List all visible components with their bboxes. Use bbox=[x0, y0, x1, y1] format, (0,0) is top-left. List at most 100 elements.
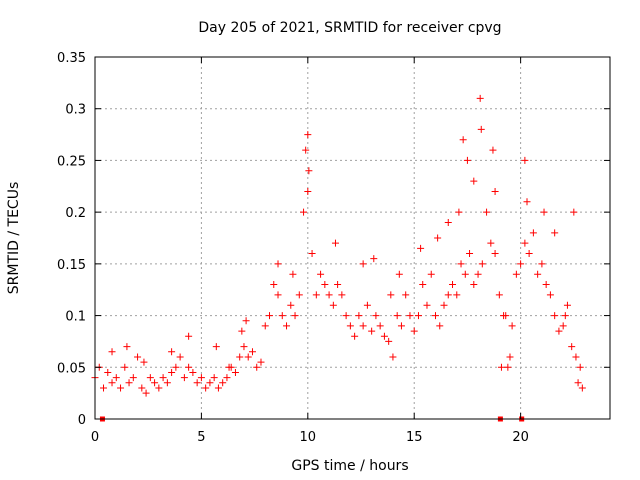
grid bbox=[95, 57, 610, 419]
data-point bbox=[159, 374, 167, 382]
data-point bbox=[434, 234, 442, 242]
data-point bbox=[302, 146, 310, 154]
data-point bbox=[395, 270, 403, 278]
y-tick-label: 0.05 bbox=[57, 361, 86, 376]
data-point bbox=[376, 322, 384, 330]
data-point bbox=[134, 353, 142, 361]
data-point bbox=[397, 322, 405, 330]
data-point bbox=[329, 301, 337, 309]
data-point bbox=[185, 363, 193, 371]
y-tick-label: 0 bbox=[78, 413, 86, 428]
data-point bbox=[138, 384, 146, 392]
data-point bbox=[193, 379, 201, 387]
data-point bbox=[551, 229, 559, 237]
data-point bbox=[291, 312, 299, 320]
data-point bbox=[355, 312, 363, 320]
data-point bbox=[470, 281, 478, 289]
data-point bbox=[427, 270, 435, 278]
data-point bbox=[489, 146, 497, 154]
data-point bbox=[491, 187, 499, 195]
data-point bbox=[300, 208, 308, 216]
y-tick-label: 0.35 bbox=[57, 51, 86, 66]
data-point bbox=[512, 270, 520, 278]
data-point bbox=[523, 198, 531, 206]
data-point bbox=[525, 250, 533, 258]
data-point bbox=[212, 343, 220, 351]
x-tick-label: 0 bbox=[91, 430, 99, 445]
data-point bbox=[444, 291, 452, 299]
data-point bbox=[559, 322, 567, 330]
data-point bbox=[359, 260, 367, 268]
data-point bbox=[342, 312, 350, 320]
data-point bbox=[440, 301, 448, 309]
data-point bbox=[202, 384, 210, 392]
data-point bbox=[206, 379, 214, 387]
data-point bbox=[155, 384, 163, 392]
data-point bbox=[125, 379, 133, 387]
ticks: 0 0.05 0.1 0.15 0.2 0.25 0.3 0.35 0 5 10 15 20 bbox=[57, 51, 610, 445]
data-point bbox=[253, 363, 261, 371]
data-point bbox=[231, 368, 239, 376]
data-point bbox=[236, 353, 244, 361]
data-point bbox=[108, 348, 116, 356]
data-point bbox=[117, 384, 125, 392]
data-point bbox=[457, 260, 465, 268]
data-point bbox=[346, 322, 354, 330]
data-point bbox=[308, 250, 316, 258]
data-point bbox=[338, 291, 346, 299]
data-point bbox=[240, 343, 248, 351]
data-point bbox=[385, 337, 393, 345]
data-point bbox=[304, 187, 312, 195]
data-point bbox=[476, 94, 484, 102]
data-point bbox=[449, 281, 457, 289]
data-point bbox=[283, 322, 291, 330]
data-point bbox=[248, 348, 256, 356]
data-point bbox=[578, 384, 586, 392]
data-point bbox=[363, 301, 371, 309]
data-point bbox=[108, 379, 116, 387]
data-point bbox=[491, 250, 499, 258]
data-point bbox=[389, 353, 397, 361]
data-point bbox=[534, 270, 542, 278]
data-point bbox=[517, 260, 525, 268]
data-point bbox=[568, 343, 576, 351]
data-point bbox=[417, 244, 425, 252]
data-point bbox=[270, 281, 278, 289]
data-point bbox=[477, 125, 485, 133]
data-point bbox=[406, 312, 414, 320]
y-tick-label: 0.2 bbox=[65, 206, 86, 221]
data-point bbox=[380, 332, 388, 340]
data-point bbox=[419, 281, 427, 289]
data-point bbox=[497, 363, 505, 371]
x-tick-label: 20 bbox=[512, 430, 529, 445]
data-point bbox=[210, 374, 218, 382]
data-point bbox=[538, 260, 546, 268]
data-point bbox=[112, 374, 120, 382]
data-point bbox=[431, 312, 439, 320]
y-axis-label: SRMTID / TECUs bbox=[6, 182, 22, 295]
data-point bbox=[455, 208, 463, 216]
data-point bbox=[521, 156, 529, 164]
data-point bbox=[359, 322, 367, 330]
data-point bbox=[331, 239, 339, 247]
data-point bbox=[483, 208, 491, 216]
data-point bbox=[295, 291, 303, 299]
data-point bbox=[546, 291, 554, 299]
data-point bbox=[563, 301, 571, 309]
data-point bbox=[304, 131, 312, 139]
data-point bbox=[555, 327, 563, 335]
x-tick-label: 10 bbox=[300, 430, 317, 445]
data-point bbox=[487, 239, 495, 247]
data-point bbox=[146, 374, 154, 382]
data-point bbox=[163, 379, 171, 387]
data-point bbox=[189, 368, 197, 376]
data-point bbox=[287, 301, 295, 309]
data-point bbox=[142, 389, 150, 397]
x-tick-label: 5 bbox=[197, 430, 205, 445]
data-point bbox=[478, 260, 486, 268]
data-point bbox=[129, 374, 137, 382]
x-tick-label: 15 bbox=[406, 430, 423, 445]
data-point bbox=[168, 368, 176, 376]
